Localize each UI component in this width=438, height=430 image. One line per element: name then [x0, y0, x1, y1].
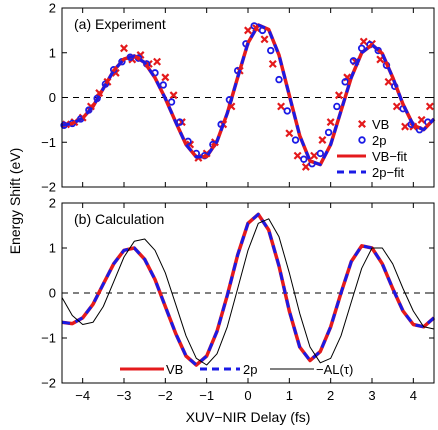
x-tick-label-5: 1 — [286, 388, 293, 403]
x-tick-label-0: −4 — [75, 388, 90, 403]
legend-label-b-1: 2p — [243, 362, 257, 377]
series-a-0-point-30 — [310, 151, 319, 160]
y-tick-label-a-3: 1 — [49, 45, 56, 60]
y-axis-label: Energy Shift (eV) — [7, 148, 23, 255]
series-a-1-point-35 — [349, 57, 358, 65]
panel-title-b: (b) Calculation — [74, 211, 164, 227]
series-a-0-point-29 — [301, 162, 310, 171]
series-a-1-point-34 — [341, 78, 349, 86]
y-tick-label-b-3: 1 — [49, 241, 56, 256]
series-a-0-point-25 — [268, 59, 277, 68]
panel-title-a: (a) Experiment — [74, 16, 166, 32]
y-tick-label-a-0: −2 — [41, 180, 56, 195]
series-a-0-point-41 — [401, 122, 410, 131]
series-a-0-point-7 — [120, 44, 128, 53]
series-a-0-point-22 — [244, 26, 252, 35]
series-a-1-point-32 — [324, 128, 333, 137]
legend-marker-a-1 — [358, 136, 366, 144]
series-a-0-point-43 — [417, 115, 426, 124]
series-a-0-point-28 — [293, 151, 302, 160]
series-a-0-point-36 — [359, 37, 368, 46]
panel-calculation: −2 −1 0 1 2 −4 −3 −2 −1 0 1 2 3 4 (b) Calculation VB 2p −… — [41, 196, 436, 403]
series-b-1-line — [61, 212, 435, 367]
x-tick-label-3: −1 — [199, 388, 214, 403]
series-a-1-point-33 — [333, 102, 341, 111]
y-tick-label-b-2: 0 — [49, 286, 56, 301]
y-tick-label-a-2: 0 — [49, 90, 56, 105]
series-a-0-point-39 — [384, 77, 393, 86]
series-a-3-line — [61, 23, 436, 167]
y-tick-label-b-0: −2 — [41, 376, 56, 391]
series-a-0-point-32 — [326, 118, 335, 127]
series-a-0-point-31 — [318, 136, 327, 144]
legend-label-a-3: 2p−fit — [372, 165, 405, 180]
legend-label-a-1: 2p — [372, 133, 386, 148]
legend-label-a-0: VB — [372, 117, 389, 132]
series-a-1-point-28 — [291, 136, 300, 144]
series-a-1-point-25 — [267, 46, 275, 55]
x-tick-label-7: 3 — [368, 388, 375, 403]
legend-label-b-0: VB — [166, 362, 183, 377]
series-a-0-point-27 — [285, 129, 294, 138]
series-a-1-point-26 — [275, 75, 283, 84]
series-a-1-point-27 — [283, 107, 291, 115]
y-tick-label-a-1: −1 — [41, 135, 56, 150]
series-b-0-line — [61, 212, 436, 367]
series-a-0-point-11 — [153, 57, 162, 66]
series-a-0-point-26 — [277, 102, 286, 111]
y-tick-label-a-4: 2 — [49, 1, 56, 16]
series-a-0-point-12 — [161, 73, 170, 82]
series-a-1-point-29 — [300, 155, 308, 163]
series-a-0-point-24 — [260, 35, 269, 44]
x-axis-label: XUV−NIR Delay (fs) — [186, 409, 311, 425]
x-tick-label-2: −2 — [158, 388, 173, 403]
x-tick-label-8: 4 — [410, 388, 417, 403]
series-a-1-point-31 — [316, 149, 325, 158]
x-tick-label-6: 2 — [327, 388, 334, 403]
series-b-2-line — [61, 218, 435, 366]
y-tick-label-b-1: −1 — [41, 331, 56, 346]
legend-label-b-2: −AL(τ) — [316, 362, 353, 377]
series-a-0-point-44 — [425, 102, 434, 111]
series-a-0-point-13 — [169, 91, 178, 100]
y-tick-label-b-4: 2 — [49, 196, 56, 211]
legend-marker-a-0 — [358, 120, 366, 128]
shared-axes: Energy Shift (eV) XUV−NIR Delay (fs) — [7, 148, 310, 425]
x-tick-label-1: −3 — [117, 388, 132, 403]
legend-label-a-2: VB−fit — [372, 149, 407, 164]
series-a-0-point-33 — [334, 91, 343, 100]
x-tick-label-4: 0 — [244, 388, 251, 403]
series-a-0-point-40 — [392, 102, 401, 111]
